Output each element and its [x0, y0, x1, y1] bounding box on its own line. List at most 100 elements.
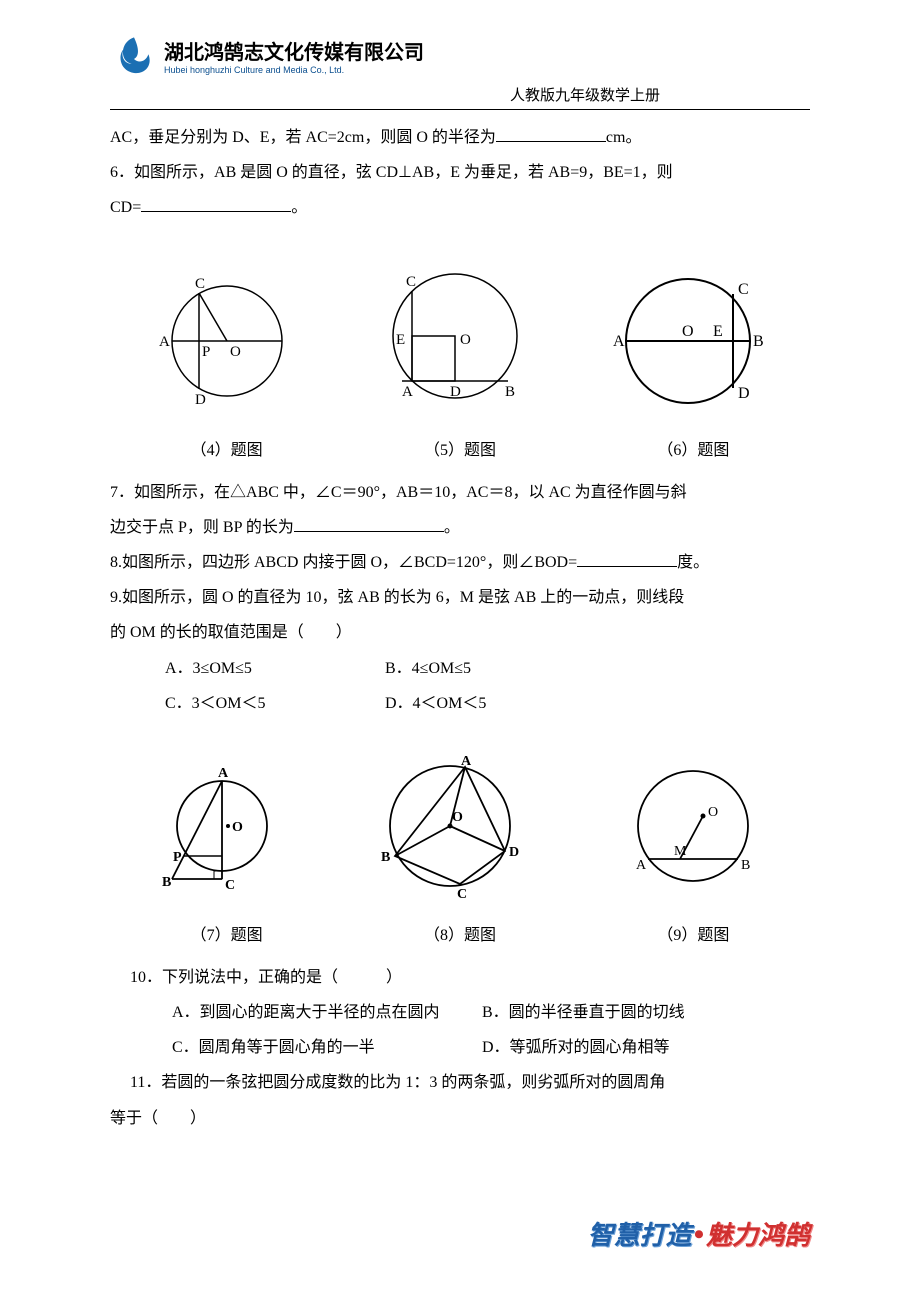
q9-options: A．3≤OM≤5 B．4≤OM≤5 C．3＜OM＜5 D．4＜OM＜5 [165, 651, 810, 721]
brand-part-a: 智慧打造 [587, 1221, 691, 1250]
svg-text:C: C [225, 878, 235, 893]
q11-text-a: 若圆的一条弦把圆分成度数的比为 1：3 的两条弧，则劣弧所对的圆周角 [161, 1074, 665, 1091]
svg-text:A: A [218, 766, 229, 781]
q9-optB: B．4≤OM≤5 [385, 651, 605, 686]
q6-line1: 6．如图所示，AB 是圆 O 的直径，弦 CD⊥AB，E 为垂足，若 AB=9，… [110, 155, 810, 190]
q6-text-a: 如图所示，AB 是圆 O 的直径，弦 CD⊥AB，E 为垂足，若 AB=9，BE… [134, 164, 673, 181]
q10-optC: C．圆周角等于圆心角的一半 [172, 1030, 482, 1065]
svg-text:E: E [713, 323, 723, 340]
svg-text:P: P [173, 850, 182, 865]
q5-unit: cm。 [606, 129, 642, 146]
logo-block: 湖北鸿鹄志文化传媒有限公司 Hubei honghuzhi Culture an… [110, 35, 424, 83]
svg-text:D: D [509, 845, 519, 860]
svg-text:P: P [202, 344, 210, 360]
q8-num: 8. [110, 554, 122, 571]
q11-num: 11． [130, 1074, 161, 1091]
q5-text: AC，垂足分别为 D、E，若 AC=2cm，则圆 O 的半径为 [110, 129, 496, 146]
svg-text:C: C [457, 887, 467, 901]
book-subtitle: 人教版九年级数学上册 [510, 84, 660, 105]
q6-tail: 。 [291, 199, 307, 216]
page-content: AC，垂足分别为 D、E，若 AC=2cm，则圆 O 的半径为cm。 6．如图所… [0, 110, 920, 1136]
brand-dot: • [691, 1218, 706, 1251]
q9-num: 9. [110, 589, 122, 606]
q9-optC: C．3＜OM＜5 [165, 686, 385, 721]
q11-line1: 11．若圆的一条弦把圆分成度数的比为 1：3 的两条弧，则劣弧所对的圆周角 [110, 1065, 810, 1100]
svg-text:O: O [232, 820, 243, 835]
q7-blank [294, 516, 444, 532]
figure-row-2: A O P B C A O B C D [110, 751, 810, 901]
svg-text:O: O [682, 323, 694, 340]
figure-4: C A D P O [137, 256, 307, 416]
page-header: 湖北鸿鹄志文化传媒有限公司 Hubei honghuzhi Culture an… [110, 0, 810, 110]
q8-text: 如图所示，四边形 ABCD 内接于圆 O，∠BCD=120°，则∠BOD= [122, 554, 577, 571]
q10-options: A．到圆心的距离大于半径的点在圆内B．圆的半径垂直于圆的切线 C．圆周角等于圆心… [172, 995, 810, 1065]
q6-text-b: CD= [110, 199, 141, 216]
q8-tail: 度。 [677, 554, 709, 571]
q11-text-b: 等于（ ） [110, 1110, 206, 1127]
caption-row-1: （4）题图 （5）题图 （6）题图 [110, 436, 810, 460]
svg-text:B: B [753, 333, 764, 350]
svg-text:O: O [708, 805, 718, 820]
q10-num: 10． [130, 969, 162, 986]
q5-fragment: AC，垂足分别为 D、E，若 AC=2cm，则圆 O 的半径为 cm。 [110, 120, 810, 155]
svg-text:A: A [461, 754, 472, 769]
q9-text-b: 的 OM 的长的取值范围是（ ） [110, 624, 352, 641]
q7-text-a: 如图所示，在△ABC 中，∠C＝90°，AB＝10，AC＝8，以 AC 为直径作… [134, 484, 687, 501]
caption-8: （8）题图 [343, 921, 576, 945]
q8-line: 8.如图所示，四边形 ABCD 内接于圆 O，∠BCD=120°，则∠BOD= 度… [110, 545, 810, 580]
q10-text: 下列说法中，正确的是（ ） [162, 969, 402, 986]
brand-part-b: 魅力鸿鹄 [706, 1221, 810, 1250]
svg-text:O: O [230, 344, 241, 360]
company-text: 湖北鸿鹄志文化传媒有限公司 Hubei honghuzhi Culture an… [164, 43, 424, 76]
footer-brand: 智慧打造•魅力鸿鹄 [587, 1215, 810, 1252]
svg-text:B: B [741, 858, 750, 873]
q11-line2: 等于（ ） [110, 1101, 810, 1136]
svg-text:C: C [406, 274, 416, 290]
figure-5: C E O A D B [360, 256, 540, 416]
svg-text:A: A [613, 333, 625, 350]
svg-text:B: B [381, 850, 390, 865]
caption-5: （5）题图 [343, 436, 576, 460]
svg-text:C: C [195, 276, 205, 292]
q7-num: 7． [110, 484, 134, 501]
company-name-en: Hubei honghuzhi Culture and Media Co., L… [164, 65, 424, 76]
svg-text:O: O [452, 810, 463, 825]
q6-blank [141, 196, 291, 212]
q9-optD: D．4＜OM＜5 [385, 686, 605, 721]
q10-optB: B．圆的半径垂直于圆的切线 [482, 1004, 685, 1021]
svg-text:A: A [159, 334, 170, 350]
q5-blank [496, 126, 606, 142]
svg-text:O: O [460, 332, 471, 348]
q7-tail: 。 [444, 519, 460, 536]
svg-text:B: B [162, 875, 171, 890]
svg-text:M: M [674, 844, 687, 859]
q6-num: 6． [110, 164, 134, 181]
svg-text:D: D [738, 385, 750, 402]
svg-text:A: A [636, 858, 647, 873]
q9-line2: 的 OM 的长的取值范围是（ ） [110, 615, 810, 650]
q9-optA: A．3≤OM≤5 [165, 651, 385, 686]
caption-row-2: （7）题图 （8）题图 （9）题图 [110, 921, 810, 945]
q10-optA: A．到圆心的距离大于半径的点在圆内 [172, 995, 482, 1030]
q6-line2: CD= 。 [110, 190, 810, 225]
svg-text:D: D [195, 392, 206, 408]
svg-text:E: E [396, 332, 405, 348]
svg-text:D: D [450, 384, 461, 400]
q10-line: 10．下列说法中，正确的是（ ） [110, 960, 810, 995]
swan-icon [110, 35, 158, 83]
caption-4: （4）题图 [110, 436, 343, 460]
q7-line1: 7．如图所示，在△ABC 中，∠C＝90°，AB＝10，AC＝8，以 AC 为直… [110, 475, 810, 510]
caption-9: （9）题图 [577, 921, 810, 945]
figure-7: A O P B C [142, 761, 292, 901]
caption-6: （6）题图 [577, 436, 810, 460]
company-name-cn: 湖北鸿鹄志文化传媒有限公司 [164, 43, 424, 63]
q9-text-a: 如图所示，圆 O 的直径为 10，弦 AB 的长为 6，M 是弦 AB 上的一动… [122, 589, 684, 606]
q9-line1: 9.如图所示，圆 O 的直径为 10，弦 AB 的长为 6，M 是弦 AB 上的… [110, 580, 810, 615]
figure-9: O M A B [608, 761, 778, 901]
q7-text-b: 边交于点 P，则 BP 的长为 [110, 519, 294, 536]
svg-text:B: B [505, 384, 515, 400]
caption-7: （7）题图 [110, 921, 343, 945]
q10-optD: D．等弧所对的圆心角相等 [482, 1039, 670, 1056]
figure-6: A O E B C D [593, 266, 783, 416]
svg-text:A: A [402, 384, 413, 400]
